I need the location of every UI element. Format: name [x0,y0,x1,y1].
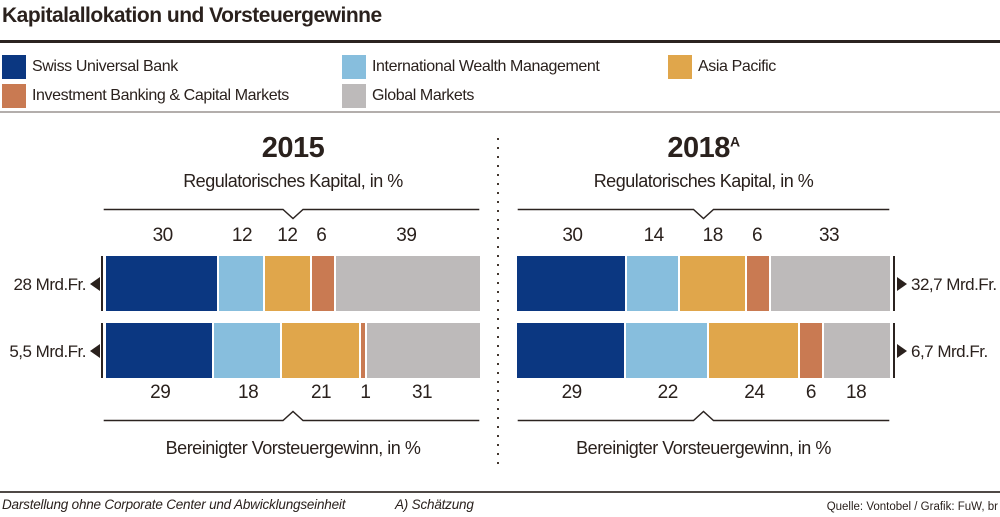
bar-segment [106,256,219,311]
panel-2015-profit-total: 5,5 Mrd.Fr. [9,342,86,361]
segment-value-label: 12 [231,225,253,246]
bar-segment [680,256,748,311]
panel-2015-profit-axis-line [101,323,103,378]
bar-segment [282,323,361,378]
panel-2015-profit-bar [106,323,480,378]
bar-segment [625,323,710,378]
segment-value-label: 22 [657,382,679,403]
panel-2015-top-axis-label: Regulatorisches Kapital, in % [183,171,403,191]
panel-2015-bottom-numbers: 29 18 21 1 31 [106,382,480,404]
panel-2015-profit-pointer-icon [90,344,100,358]
panel-2018-year-text: 2018 [667,132,730,164]
footer-rule [0,491,1000,493]
panel-2018-capital-total: 32,7 Mrd.Fr. [911,275,997,294]
segment-value-label: 33 [818,225,840,246]
panel-2015-year: 2015 [106,132,480,165]
panel-2015-capital-pointer-icon [90,277,100,291]
segment-value-label: 6 [752,225,763,246]
panel-2015-year-text: 2015 [261,132,325,164]
panel-2015-capital-total: 28 Mrd.Fr. [13,275,87,294]
segment-value-label: 29 [150,382,171,403]
legend-label-swiss-universal-bank: Swiss Universal Bank [32,58,178,75]
panel-2015-top-numbers: 30 12 12 6 39 [106,225,480,247]
segment-value-label: 18 [846,382,867,403]
segment-value-label: 29 [561,382,583,403]
legend-label-investment-banking: Investment Banking & Capital Markets [32,87,289,104]
panel-2018-profit-total: 6,7 Mrd.Fr. [911,342,988,361]
bar-segment [218,256,266,311]
bar-segment [360,323,367,378]
panel-2018-top-axis-label: Regulatorisches Kapital, in % [593,171,814,191]
bar-segment [747,256,771,311]
segment-value-label: 30 [152,225,174,246]
segment-value-label: 39 [396,225,417,246]
bar-segment [106,323,215,378]
legend-label-international-wealth-management: International Wealth Management [372,58,600,75]
legend-swatch-investment-banking [2,84,26,108]
bar-segment [627,256,681,311]
legend-swatch-global-markets [342,84,366,108]
segment-value-label: 24 [744,382,765,403]
segment-value-label: 6 [805,382,817,403]
page-title: Kapitalallokation und Vorsteuergewinne [2,4,382,27]
panel-2015-top-bracket [103,208,480,220]
segment-value-label: 12 [277,225,298,246]
bar-segment [214,323,283,378]
bar-segment [770,256,890,311]
panel-2018-profit-pointer-icon [897,344,907,358]
legend-swatch-international-wealth-management [342,55,366,79]
legend-swatch-asia-pacific [668,55,692,79]
segment-value-label: 30 [562,225,583,246]
legend-swatch-swiss-universal-bank [2,55,26,79]
panel-2018-profit-axis-line [893,323,895,378]
legend-label-global-markets: Global Markets [372,87,474,104]
panel-2018-bottom-axis-label: Bereinigter Vorsteuergewinn, in % [576,438,831,458]
panel-2018-bottom-numbers: 29 22 24 6 18 [517,382,890,404]
panel-2015-bottom-axis-label: Bereinigter Vorsteuergewinn, in % [165,438,421,458]
panel-2018-profit-bar [517,323,890,378]
panel-2015-bottom-bracket [103,410,480,422]
segment-value-label: 18 [238,382,259,403]
title-rule [0,40,1000,43]
panel-2018-capital-bar [517,256,890,311]
segment-value-label: 18 [702,225,724,246]
bar-segment [517,256,628,311]
bar-segment [265,256,312,311]
panel-2018-top-numbers: 30 14 18 6 33 [517,225,890,247]
bar-segment [517,323,626,378]
panel-2018-capital-axis-line [893,256,895,311]
panel-2018-top-bracket [517,208,890,220]
segment-value-label: 21 [310,382,332,403]
panel-2018-capital-pointer-icon [897,277,907,291]
panel-2018-bottom-bracket [517,410,890,422]
panel-2018-year: 2018A [517,132,890,165]
legend-rule [0,111,1000,113]
segment-value-label: 31 [411,382,433,403]
footer-source: Quelle: Vontobel / Grafik: FuW, br [826,501,998,513]
segment-value-label: 6 [316,225,327,246]
bar-segment [366,323,480,378]
bar-segment [709,323,800,378]
segment-value-label: 14 [643,225,665,246]
panel-2015-capital-axis-line [101,256,103,311]
footer-footnote: A) Schätzung [395,497,474,512]
bar-segment [335,256,480,311]
panel-2018-year-superscript: A [729,133,740,150]
bar-segment [823,323,890,378]
panel-2015-capital-bar [106,256,480,311]
legend-label-asia-pacific: Asia Pacific [698,58,776,75]
footer-note: Darstellung ohne Corporate Center und Ab… [2,497,346,512]
bar-segment [311,256,336,311]
panel-divider [497,138,499,468]
bar-segment [799,323,824,378]
